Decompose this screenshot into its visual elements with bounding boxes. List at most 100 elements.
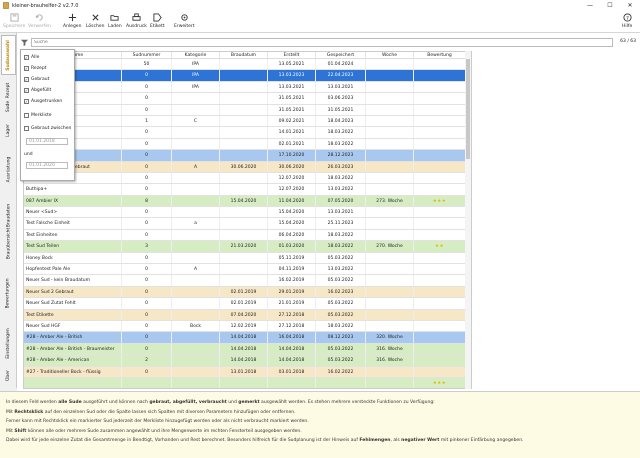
table-row[interactable]: #28 - Amber Ale - American 2 14.04.2018 14.…: [24, 355, 471, 367]
table-row[interactable]: 0 14.01.2021 18.03.2022: [24, 127, 471, 139]
cell-saved: 18.03.2022: [316, 320, 366, 332]
table-row[interactable]: 50 IPA 13.05.2021 01.04.2024: [24, 59, 471, 71]
cell-brew: 15.04.2020: [220, 195, 268, 207]
tab-bewertungen[interactable]: Bewertungen: [6, 277, 12, 309]
tab-ausruestung[interactable]: Ausrüstung: [6, 156, 11, 182]
cell-saved: 18.03.2022: [316, 229, 366, 241]
table-row[interactable]: 087 Ambier IX 8 15.04.2020 11.04.2020 07.05.…: [24, 195, 471, 208]
cell-rating: [414, 309, 466, 320]
filter-icon[interactable]: [20, 38, 29, 47]
search-row: 63 / 63: [19, 38, 638, 47]
advanced-button[interactable]: Erweitert: [174, 12, 195, 32]
tab-brauuebersicht[interactable]: Brauübersicht: [6, 227, 11, 259]
cell-saved: 18.04.2023: [316, 115, 366, 127]
col-erstellt[interactable]: Erstellt: [268, 52, 316, 58]
filter-brewed[interactable]: ✓ Gebraut: [24, 77, 50, 82]
discard-button[interactable]: Verwerfen: [28, 12, 51, 32]
table-row[interactable]: 0 31.05.2021 03.06.2023: [24, 93, 471, 105]
table-row[interactable]: Hopfentest Pale Ale 0 A 04.11.2019 13.03.202…: [24, 264, 471, 276]
table-row[interactable]: Honey Bock 0 05.11.2019 05.03.2022: [24, 252, 471, 265]
tab-ueber[interactable]: Über: [6, 369, 11, 381]
cell-cat: [172, 195, 220, 207]
cell-nr: 0: [122, 207, 172, 218]
tab-einstellungen[interactable]: Einstellungen: [6, 327, 12, 359]
table-row[interactable]: Test Einheiten 0 06.04.2020 18.03.2022: [24, 229, 471, 242]
col-braudatum[interactable]: Braudatum: [220, 52, 268, 58]
cell-brew: [220, 138, 268, 150]
table-row[interactable]: Neuer Sud 2 Gebraut 0 02.01.2019 29.01.2019…: [24, 286, 471, 299]
col-kategorie[interactable]: Kategorie: [172, 52, 220, 58]
scrollbar-thumb[interactable]: [466, 59, 470, 159]
table-row[interactable]: Test Falsche Einheit 0 a 15.04.2020 25.11.20…: [24, 218, 471, 230]
table-row[interactable]: Hopfentest Pale Ale Gebraut0A30.06.20203…: [24, 161, 471, 173]
tab-sudauswahl[interactable]: Sudauswahl: [1, 35, 16, 75]
cell-name: [24, 104, 122, 115]
print-button[interactable]: Ausdruck: [126, 12, 147, 32]
add-button[interactable]: Anlegen: [63, 12, 81, 32]
filter-planned[interactable]: ✓ Rezept: [24, 66, 47, 71]
maximize-button[interactable]: ☐: [607, 2, 613, 9]
cell-week: [366, 298, 414, 309]
table-row[interactable]: 0 IPA 13.03.2021 13.03.2021: [24, 81, 471, 94]
table-row[interactable]: Neuer Sud HGF 0 Bock 12.02.2019 27.12.2018 18…: [24, 320, 471, 333]
table-row[interactable]: #28 - Amber Ale - British 0 14.04.2018 16.0…: [24, 332, 471, 344]
cell-week: [366, 81, 414, 93]
sidebar: Sudauswahl Rezept Sude Lager Ausrüstung …: [0, 33, 17, 388]
col-woche[interactable]: Woche: [366, 52, 414, 58]
close-button[interactable]: ✕: [627, 2, 633, 9]
tab-lager[interactable]: Lager: [6, 123, 11, 137]
filter-filled[interactable]: ✓ Abgefüllt: [24, 88, 52, 93]
table-row[interactable]: Neuer Sud - kein Braudatum 0 16.02.2019 05.…: [24, 275, 471, 287]
cell-cat: [172, 366, 220, 377]
cell-name: #27 - Traditioneller Bock - flüssig: [24, 366, 122, 377]
cell-nr: 0: [122, 104, 172, 115]
cell-rating: [414, 150, 466, 161]
cell-cat: a: [172, 218, 220, 229]
label-button[interactable]: Etikett: [150, 12, 165, 32]
date-to-field[interactable]: 01.01.2020: [26, 162, 68, 169]
cell-brew: 02.01.2019: [220, 286, 268, 298]
col-sudnummer[interactable]: Sudnummer: [122, 52, 172, 58]
cell-brew: [220, 81, 268, 93]
table-row[interactable]: 0 17.10.2020 28.12.2023: [24, 150, 471, 162]
table-row[interactable]: Neuer Sud Zutat Fehlt 0 02.01.2019 21.01.20…: [24, 298, 471, 310]
table-row[interactable]: #27 - Traditioneller Bock - flüssig 0 13.0…: [24, 366, 471, 378]
table-row[interactable]: 0 31.05.2021 31.05.2021: [24, 104, 471, 116]
filter-brewed-between[interactable]: Gebraut zwischen: [24, 126, 71, 131]
table-row[interactable]: 0 IPA 13.03.2023 22.04.2023: [24, 70, 471, 82]
table-row[interactable]: Test Etikette 0 07.04.2020 27.12.2018 05.03.…: [24, 309, 471, 321]
search-input[interactable]: [31, 38, 613, 47]
table-row[interactable]: Buthipa+ 0 12.07.2020 13.03.2022: [24, 184, 471, 196]
cell-created: 15.04.2020: [268, 218, 316, 229]
cell-week: [366, 218, 414, 229]
and-label: und: [24, 152, 33, 157]
filter-marked[interactable]: Merkliste: [24, 113, 52, 118]
minimize-button[interactable]: —: [587, 2, 593, 9]
table-row[interactable]: Neuer <Sud> 0 15.04.2020 13.03.2021: [24, 207, 471, 219]
cell-cat: [172, 241, 220, 252]
table-row[interactable]: Test Sud Teilen 3 21.03.2020 01.03.2020 18.0…: [24, 241, 471, 253]
filter-consumed[interactable]: ✓ Ausgetrunken: [24, 99, 63, 104]
cell-nr: 3: [122, 241, 172, 252]
cell-cat: [172, 138, 220, 150]
cell-brew: [220, 172, 268, 184]
filter-all[interactable]: ✓ Alle: [24, 55, 40, 60]
delete-button[interactable]: Löschen: [86, 12, 104, 32]
load-button[interactable]: Laden: [108, 12, 122, 32]
date-from-field[interactable]: 01.01.2018: [26, 138, 68, 145]
table-scrollbar[interactable]: [465, 51, 471, 389]
cell-cat: [172, 286, 220, 298]
cell-rating: [414, 172, 466, 184]
table-row[interactable]: 0 02.01.2021 18.03.2022: [24, 138, 471, 151]
col-bewertung[interactable]: Bewertung: [414, 52, 466, 58]
check-icon: ✓: [24, 77, 29, 82]
table-row[interactable]: ★★★: [24, 377, 471, 388]
help-button[interactable]: ? Hilfe: [622, 12, 632, 32]
col-gespeichert[interactable]: Gespeichert: [316, 52, 366, 58]
help-icon: ?: [623, 13, 632, 22]
table-row[interactable]: #28 - Amber Ale - British - Braumeister 0…: [24, 343, 471, 356]
cell-week: [366, 138, 414, 150]
save-button[interactable]: Speichern: [3, 12, 25, 32]
